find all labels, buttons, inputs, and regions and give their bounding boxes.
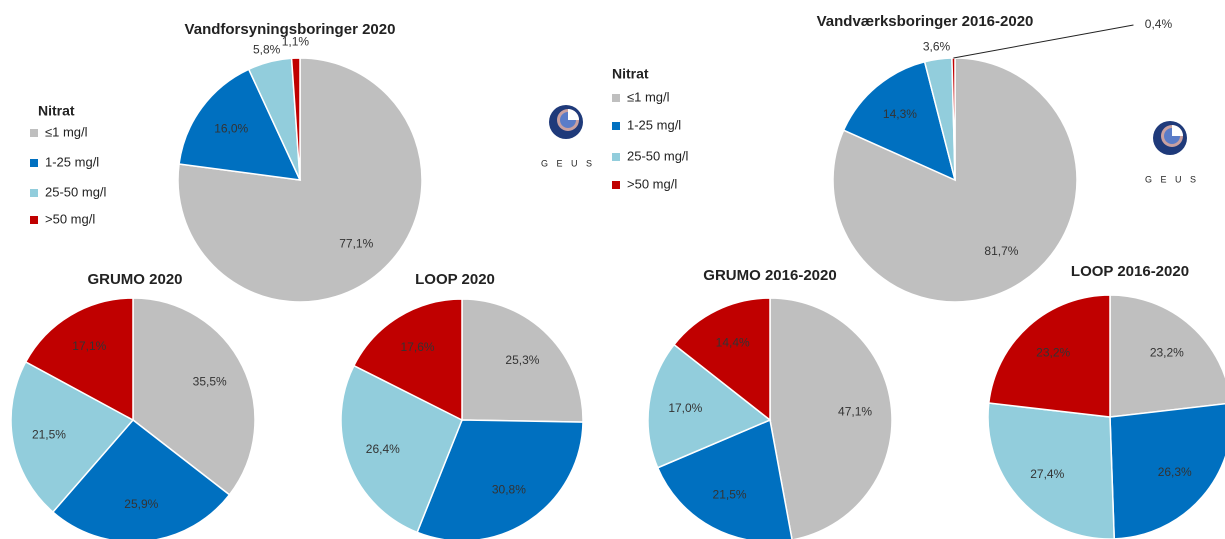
data-label: 17,1%	[72, 339, 106, 353]
legend-swatch	[612, 181, 620, 189]
pie-slice	[51, 418, 231, 539]
logo-text: G E U S	[541, 158, 595, 168]
pie-slice	[987, 294, 1111, 418]
pie-slice	[352, 298, 463, 422]
data-label: 23,2%	[1150, 345, 1184, 359]
pie-slice	[461, 298, 584, 423]
legend-swatch	[30, 216, 38, 224]
legend-swatch	[30, 189, 38, 197]
legend-swatch	[612, 153, 620, 161]
legend-title: Nitrat	[38, 103, 75, 119]
pie-slice	[340, 364, 463, 534]
data-label: 0,4%	[1145, 17, 1173, 31]
data-label: 1,1%	[282, 34, 310, 48]
legend-label: 1-25 mg/l	[45, 154, 99, 169]
legend-swatch	[30, 129, 38, 137]
pie-slice	[10, 360, 135, 514]
legend-swatch	[30, 159, 38, 167]
data-label: 16,0%	[214, 122, 248, 136]
data-label: 21,5%	[713, 487, 747, 501]
pie-slice	[769, 297, 893, 539]
pie-slice	[842, 60, 957, 182]
data-label: 30,8%	[492, 483, 526, 497]
pie-slice	[132, 297, 256, 496]
logo-quarter	[568, 109, 579, 120]
legend-swatch	[612, 122, 620, 130]
data-label: 27,4%	[1030, 467, 1064, 481]
data-label: 47,1%	[838, 404, 872, 418]
pie-slice	[24, 297, 134, 422]
data-label: 77,1%	[339, 236, 373, 250]
legend-label: ≤1 mg/l	[627, 89, 670, 104]
data-label: 21,5%	[32, 427, 66, 441]
chart-title: GRUMO 2016-2020	[703, 267, 836, 284]
data-label: 26,4%	[366, 442, 400, 456]
legend-label: 1-25 mg/l	[627, 117, 681, 132]
pie-slice	[1109, 403, 1225, 539]
data-label: 14,3%	[883, 107, 917, 121]
pie-slice	[656, 418, 793, 539]
pie-slice	[673, 297, 771, 422]
data-label: 23,2%	[1036, 345, 1070, 359]
pie-slice	[416, 419, 584, 539]
legend-label: 25-50 mg/l	[45, 184, 107, 199]
pie-slice	[1109, 294, 1225, 418]
data-label: 17,0%	[668, 401, 702, 415]
chart-title: Vandværksboringer 2016-2020	[817, 13, 1034, 30]
data-label: 17,6%	[401, 340, 435, 354]
legend-label: 25-50 mg/l	[627, 148, 689, 163]
chart-title: LOOP 2020	[415, 271, 495, 288]
data-label: 25,3%	[505, 353, 539, 367]
data-label: 3,6%	[923, 39, 951, 53]
legend-title: Nitrat	[612, 66, 649, 82]
data-label: 26,3%	[1158, 465, 1192, 479]
pie-slice	[647, 343, 772, 469]
legend-label: ≤1 mg/l	[45, 124, 88, 139]
logo-text: G E U S	[1145, 174, 1199, 184]
pie-slice	[290, 57, 301, 181]
data-label: 14,4%	[716, 335, 750, 349]
legend-label: >50 mg/l	[627, 176, 677, 191]
legend-swatch	[612, 94, 620, 102]
data-label: 81,7%	[984, 244, 1018, 258]
pie-slice	[987, 402, 1115, 539]
legend-label: >50 mg/l	[45, 211, 95, 226]
logo-quarter	[1172, 125, 1183, 136]
chart-title: LOOP 2016-2020	[1071, 263, 1189, 280]
chart-title: Vandforsyningsboringer 2020	[185, 21, 396, 38]
pie-slice	[178, 68, 302, 181]
data-label: 25,9%	[124, 497, 158, 511]
data-label: 5,8%	[253, 42, 281, 56]
leader-line	[953, 24, 1134, 59]
chart-title: GRUMO 2020	[87, 271, 182, 288]
data-label: 35,5%	[193, 375, 227, 389]
